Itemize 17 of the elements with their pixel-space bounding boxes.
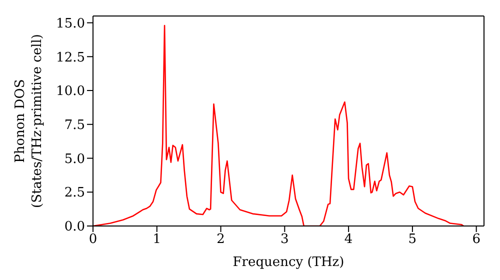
x-tick-label: 1 — [152, 232, 162, 248]
x-tick-label: 5 — [408, 232, 417, 248]
y-tick-label: 7.5 — [64, 118, 85, 133]
x-tick-label: 2 — [216, 232, 225, 248]
y-tick-label: 10.0 — [56, 84, 85, 100]
x-tick-label: 4 — [344, 232, 353, 248]
y-tick-label: 0.0 — [64, 220, 85, 235]
y-axis-title: Phonon DOS (States/THz·primitive cell) — [13, 34, 45, 208]
x-axis-title: Frequency (THz) — [232, 255, 344, 270]
y-tick-label: 12.5 — [56, 50, 85, 66]
y-tick-label: 15.0 — [56, 16, 85, 32]
y-tick-label: 5.0 — [64, 152, 85, 167]
x-tick-label: 3 — [280, 232, 289, 248]
y-tick-label: 2.5 — [64, 186, 85, 201]
x-tick-label: 6 — [472, 232, 480, 248]
x-tick-label: 0 — [88, 232, 98, 248]
line-series — [93, 24, 464, 226]
